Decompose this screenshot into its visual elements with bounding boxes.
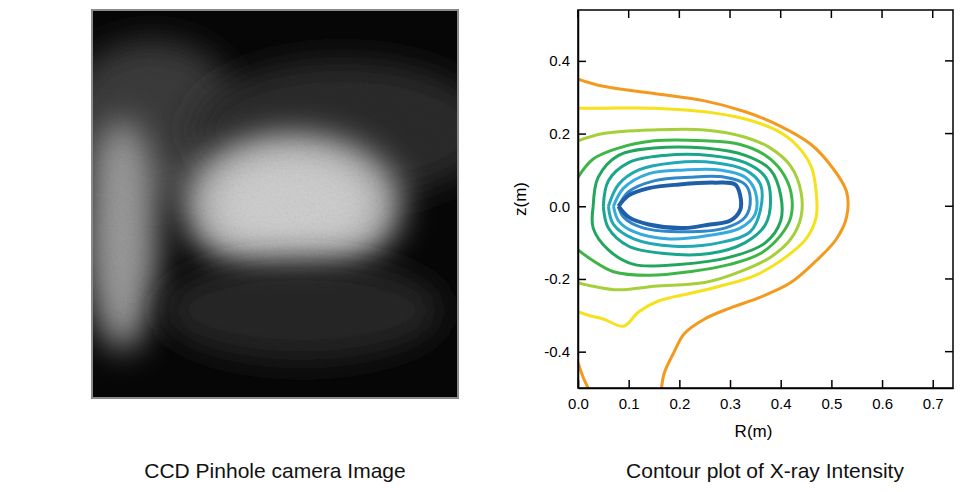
tick-mark <box>628 10 630 18</box>
page: CCD Pinhole camera Image0.00.10.20.30.40… <box>0 0 963 492</box>
y-axis: -0.4 -0.2 0.0 0.2 0.4 <box>544 11 586 389</box>
tick-mark <box>881 10 883 18</box>
plot-frame <box>578 10 953 388</box>
contour-line <box>603 154 770 255</box>
tick: 0.6 <box>872 380 893 412</box>
tick-mark <box>578 279 586 281</box>
chart-title: Contour plot of X-ray Intensity <box>626 459 904 482</box>
tick-label: 0.0 <box>568 395 589 412</box>
tick-mark <box>578 206 586 208</box>
tick-label: -0.4 <box>544 343 570 360</box>
tick: 0.5 <box>821 380 842 412</box>
tick-mark <box>578 133 586 135</box>
tick-label: -0.2 <box>544 270 570 287</box>
tick-label: 0.2 <box>549 125 570 142</box>
tick-mark <box>932 10 934 18</box>
tick: 0.1 <box>619 380 640 412</box>
ccd-image <box>62 10 492 398</box>
tick-mark <box>831 10 833 18</box>
tick-label: 0.4 <box>771 395 792 412</box>
mirror-ticks <box>578 10 953 352</box>
image-grain <box>92 10 458 398</box>
image-frame <box>92 10 458 398</box>
tick-label: 0.2 <box>669 395 690 412</box>
contour-line <box>608 162 762 247</box>
tick: 0.4 <box>549 52 586 69</box>
tick-mark <box>679 10 681 18</box>
contour-line <box>578 108 817 327</box>
tick: 0.7 <box>923 380 944 412</box>
contour-line <box>619 176 751 231</box>
contour-line <box>578 140 792 275</box>
tick: 0.3 <box>720 380 741 412</box>
tick-mark <box>945 351 953 353</box>
tick-label: 0.3 <box>720 395 741 412</box>
tick: -0.4 <box>544 343 586 360</box>
tick-mark <box>628 380 630 388</box>
tick: 0.0 <box>549 198 586 215</box>
tick-mark <box>932 380 934 388</box>
tick-mark <box>679 380 681 388</box>
tick-label: 0.4 <box>549 52 570 69</box>
tick-mark <box>945 206 953 208</box>
tick-label: 0.7 <box>923 395 944 412</box>
contour-line <box>619 182 742 228</box>
image-background <box>92 10 458 398</box>
contour-line <box>592 147 782 266</box>
tick-mark <box>945 60 953 62</box>
y-axis-title: z(m) <box>511 182 530 216</box>
contour-line <box>578 129 802 290</box>
tick: 0.2 <box>549 125 586 142</box>
tick-mark <box>882 380 884 388</box>
tick-mark <box>831 380 833 388</box>
tick: -0.2 <box>544 270 586 287</box>
tick-mark <box>578 351 586 353</box>
tick-mark <box>945 278 953 280</box>
contours <box>578 79 848 388</box>
contour-line <box>578 79 848 388</box>
tick: 0.2 <box>669 380 690 412</box>
image-caption: CCD Pinhole camera Image <box>144 459 405 482</box>
x-axis: 0.0 0.1 0.2 0.3 0.4 0.5 0.6 0.7 <box>568 380 953 412</box>
tick-label: 0.5 <box>821 395 842 412</box>
tick-label: 0.6 <box>872 395 893 412</box>
tick-mark <box>578 61 586 63</box>
tick-mark <box>780 380 782 388</box>
tick: 0.4 <box>771 380 792 412</box>
x-axis-title: R(m) <box>735 422 773 441</box>
tick-mark <box>945 133 953 135</box>
tick-label: 0.0 <box>549 198 570 215</box>
tick-mark <box>780 10 782 18</box>
tick-label: 0.1 <box>619 395 640 412</box>
tick-mark <box>730 380 732 388</box>
contour-line <box>613 169 757 239</box>
plot-area <box>578 10 953 388</box>
tick-mark <box>729 10 731 18</box>
